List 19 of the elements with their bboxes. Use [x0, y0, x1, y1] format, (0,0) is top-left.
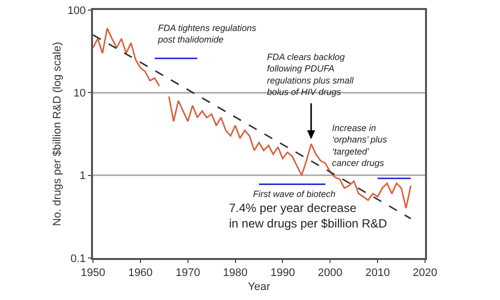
- x-tick-label: 2010: [365, 267, 390, 280]
- annotation: 7.4% per year decrease in new drugs per $billion R&D: [229, 201, 388, 231]
- y-tick-label: 10: [74, 88, 86, 100]
- annotation: FDA tightens regulations post thalidomide: [157, 23, 257, 45]
- annotation: First wave of biotech: [253, 189, 336, 199]
- annotation: FDA clears backlog following PDUFA regulations plus small bolus of HIV drugs: [267, 52, 355, 98]
- x-tick-label: 1990: [270, 267, 295, 280]
- x-tick-label: 2020: [412, 267, 438, 280]
- y-axis-title: No. drugs per $billion R&D (log scale): [52, 42, 64, 226]
- x-tick-label: 1960: [128, 267, 153, 280]
- y-tick-label: 100: [67, 4, 86, 17]
- x-tick-label: 1980: [223, 267, 248, 280]
- x-tick-label: 1950: [80, 267, 106, 280]
- x-tick-label: 2000: [318, 267, 342, 280]
- x-axis-title: Year: [248, 280, 270, 293]
- annotation: Increase in ‘orphans’ plus ‘targeted’ cancer drugs: [332, 123, 388, 168]
- y-tick-label: 1: [80, 170, 86, 182]
- x-tick-label: 1970: [176, 267, 200, 280]
- y-tick-label: 0.1: [70, 252, 86, 265]
